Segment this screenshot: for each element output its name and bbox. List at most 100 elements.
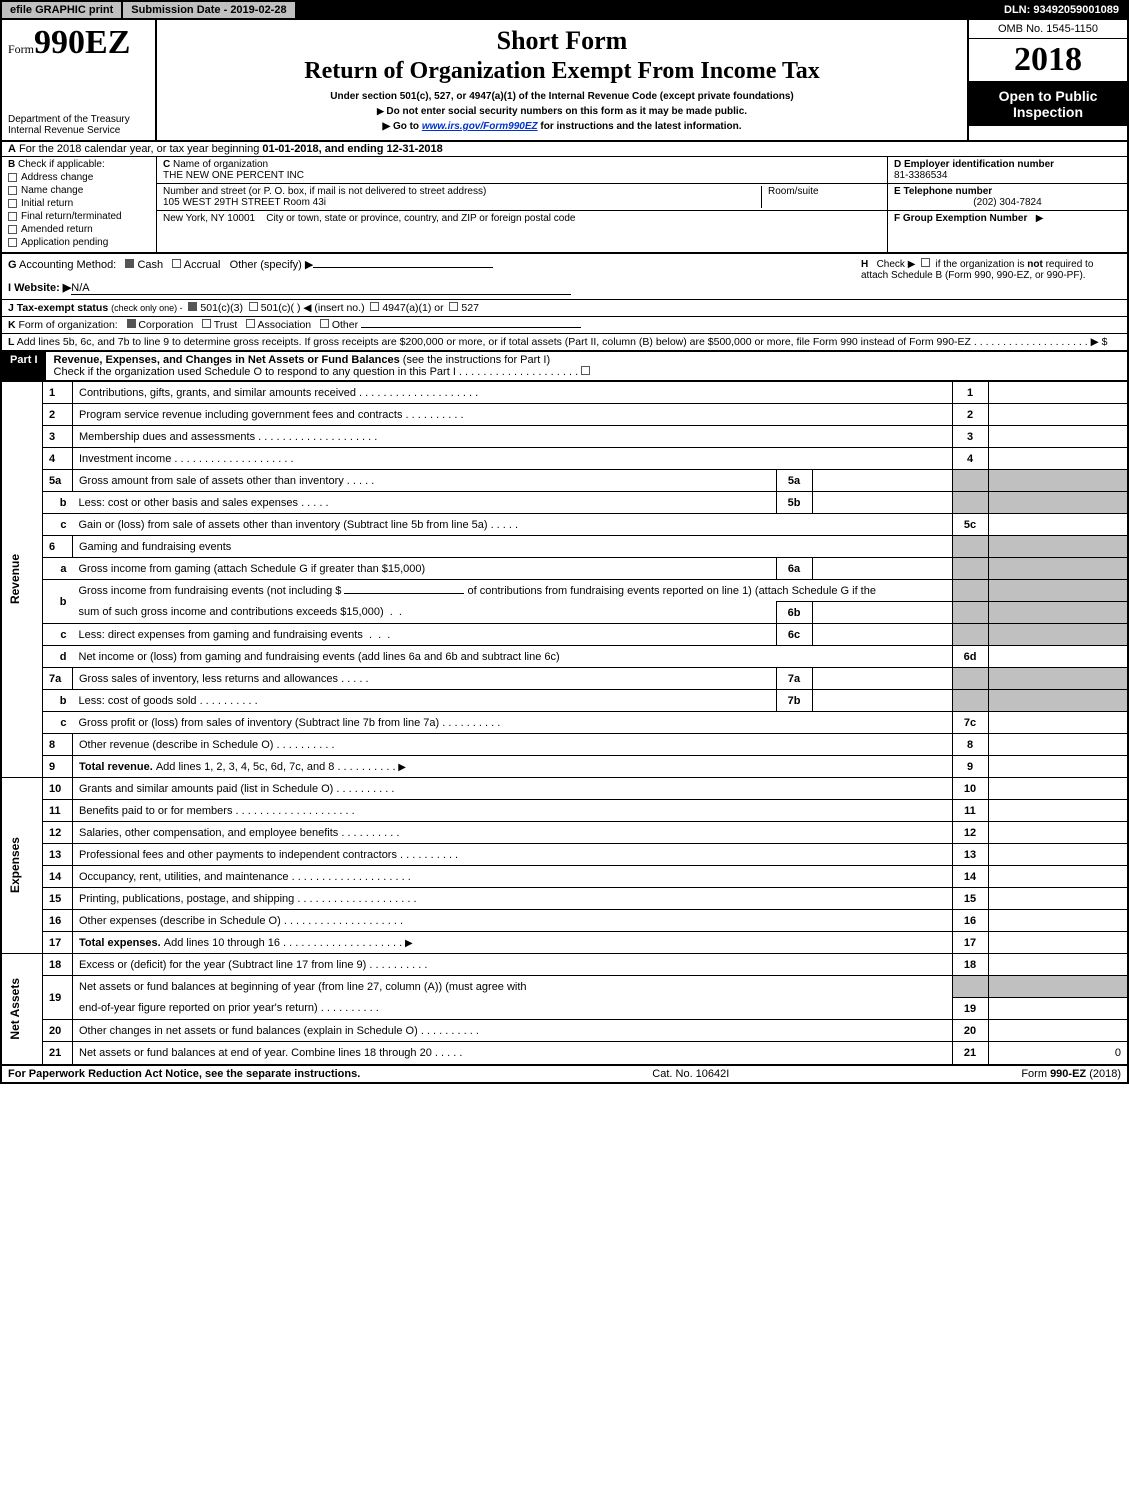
lbl-address-change: Address change	[21, 172, 93, 183]
r6-val-grey	[988, 536, 1128, 558]
line-a-middle: , and ending	[319, 143, 387, 155]
chk-501c3[interactable]	[188, 302, 197, 311]
omb-number: OMB No. 1545-1150	[969, 20, 1127, 39]
line-a-label: A	[8, 143, 16, 155]
chk-application-pending[interactable]	[8, 238, 17, 247]
r2-val	[988, 404, 1128, 426]
r6c-num: c	[43, 624, 73, 646]
r6a-num: a	[43, 558, 73, 580]
r7c-desc: Gross profit or (loss) from sales of inv…	[73, 712, 953, 734]
r8-desc: Other revenue (describe in Schedule O)	[73, 734, 953, 756]
r19-rnum-grey	[952, 976, 988, 998]
row-6b-2: sum of such gross income and contributio…	[1, 602, 1128, 624]
r11-num: 11	[43, 800, 73, 822]
r7a-desc: Gross sales of inventory, less returns a…	[73, 668, 777, 690]
r13-rnum: 13	[952, 844, 988, 866]
row-5b: b Less: cost or other basis and sales ex…	[1, 492, 1128, 514]
chk-accrual[interactable]	[172, 259, 181, 268]
r21-val: 0	[988, 1042, 1128, 1064]
r13-num: 13	[43, 844, 73, 866]
row-7b: b Less: cost of goods sold 7b	[1, 690, 1128, 712]
chk-amended-return[interactable]	[8, 225, 17, 234]
r7b-num: b	[43, 690, 73, 712]
r17-desc: Total expenses. Add lines 10 through 16	[73, 932, 953, 954]
k-text: Form of organization:	[19, 319, 118, 331]
chk-corp[interactable]	[127, 319, 136, 328]
chk-trust[interactable]	[202, 319, 211, 328]
r7c-rnum: 7c	[952, 712, 988, 734]
r9-num: 9	[43, 756, 73, 778]
f-arrow: ▶	[1036, 213, 1044, 224]
h-label: H	[861, 259, 868, 270]
chk-501c[interactable]	[249, 302, 258, 311]
open-public-2: Inspection	[971, 104, 1125, 120]
efile-print-button[interactable]: efile GRAPHIC print	[2, 2, 123, 18]
irs-link[interactable]: www.irs.gov/Form990EZ	[422, 121, 538, 132]
c-city-label: City or town, state or province, country…	[266, 213, 575, 224]
r6b1-val-grey	[988, 580, 1128, 602]
chk-527[interactable]	[449, 302, 458, 311]
short-form-title: Short Form	[163, 26, 961, 56]
form-footer: For Paperwork Reduction Act Notice, see …	[0, 1064, 1129, 1084]
lbl-final-return: Final return/terminated	[21, 211, 122, 222]
topbar-left: efile GRAPHIC print Submission Date - 20…	[2, 2, 297, 18]
r6d-num: d	[43, 646, 73, 668]
line-k: K Form of organization: Corporation Trus…	[0, 317, 1129, 334]
r12-desc: Salaries, other compensation, and employ…	[73, 822, 953, 844]
r6d-val	[988, 646, 1128, 668]
section-c: C Name of organization THE NEW ONE PERCE…	[157, 157, 887, 252]
row-11: 11 Benefits paid to or for members 11	[1, 800, 1128, 822]
r9-desc: Total revenue. Add lines 1, 2, 3, 4, 5c,…	[73, 756, 953, 778]
org-city: New York, NY 10001	[163, 213, 255, 224]
tax-year-end: 12-31-2018	[387, 143, 443, 155]
lbl-initial-return: Initial return	[21, 198, 73, 209]
r6a-val-grey	[988, 558, 1128, 580]
r4-val	[988, 448, 1128, 470]
chk-name-change[interactable]	[8, 186, 17, 195]
r5b-desc: Less: cost or other basis and sales expe…	[73, 492, 777, 514]
footer-right: Form 990-EZ (2018)	[1021, 1068, 1121, 1080]
r12-val	[988, 822, 1128, 844]
chk-other-org[interactable]	[320, 319, 329, 328]
chk-initial-return[interactable]	[8, 199, 17, 208]
chk-4947[interactable]	[370, 302, 379, 311]
chk-schedule-o[interactable]	[581, 366, 590, 375]
row-16: 16 Other expenses (describe in Schedule …	[1, 910, 1128, 932]
r11-desc: Benefits paid to or for members	[73, 800, 953, 822]
chk-final-return[interactable]	[8, 212, 17, 221]
r7b-rnum-grey	[952, 690, 988, 712]
r7a-num: 7a	[43, 668, 73, 690]
r11-val	[988, 800, 1128, 822]
footer-right-post: (2018)	[1086, 1068, 1121, 1080]
r5b-num: b	[43, 492, 73, 514]
r20-rnum: 20	[952, 1020, 988, 1042]
row-6c: c Less: direct expenses from gaming and …	[1, 624, 1128, 646]
section-h: H Check ▶ if the organization is not req…	[861, 258, 1121, 295]
r6a-midval	[812, 558, 952, 580]
dept-line-2: Internal Revenue Service	[8, 125, 149, 136]
r5b-rnum-grey	[952, 492, 988, 514]
chk-schedule-b[interactable]	[921, 258, 930, 267]
line-l: L Add lines 5b, 6c, and 7b to line 9 to …	[0, 334, 1129, 352]
row-12: 12 Salaries, other compensation, and emp…	[1, 822, 1128, 844]
r3-rnum: 3	[952, 426, 988, 448]
r6-desc: Gaming and fundraising events	[73, 536, 953, 558]
section-def: D Employer identification number 81-3386…	[887, 157, 1127, 252]
r5a-desc: Gross amount from sale of assets other t…	[73, 470, 777, 492]
r5c-rnum: 5c	[952, 514, 988, 536]
r6c-val-grey	[988, 624, 1128, 646]
chk-address-change[interactable]	[8, 173, 17, 182]
r17-rnum: 17	[952, 932, 988, 954]
r2-rnum: 2	[952, 404, 988, 426]
r17-val	[988, 932, 1128, 954]
chk-assoc[interactable]	[246, 319, 255, 328]
r7a-midval	[812, 668, 952, 690]
r15-val	[988, 888, 1128, 910]
line-a: A For the 2018 calendar year, or tax yea…	[0, 142, 1129, 157]
chk-cash[interactable]	[125, 259, 134, 268]
r6a-rnum-grey	[952, 558, 988, 580]
row-19-1: 19 Net assets or fund balances at beginn…	[1, 976, 1128, 998]
part1-title-bold: Revenue, Expenses, and Changes in Net As…	[54, 354, 400, 366]
part1-header: Part I Revenue, Expenses, and Changes in…	[0, 352, 1129, 381]
f-row: F Group Exemption Number ▶	[888, 211, 1127, 226]
